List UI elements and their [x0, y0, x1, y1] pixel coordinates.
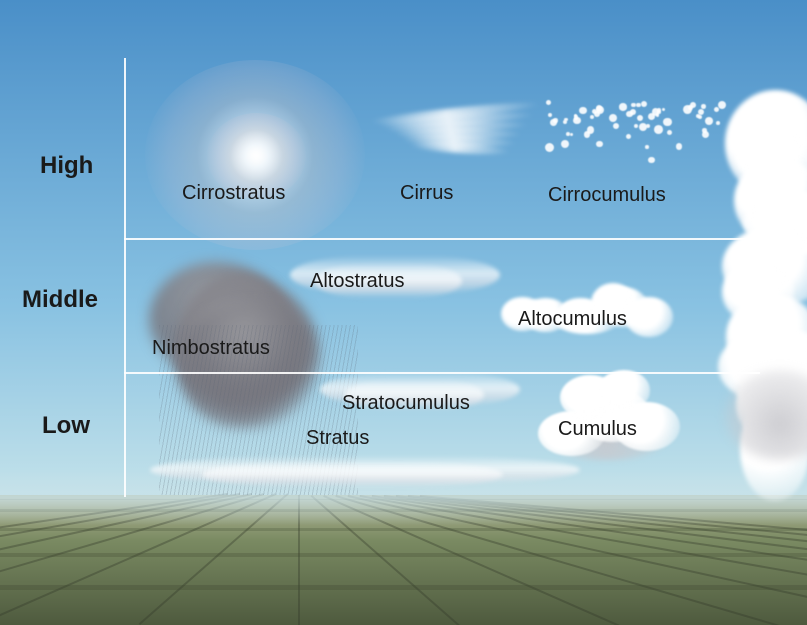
tier-label-middle: Middle	[22, 286, 98, 314]
cloud-label-nimbostratus: Nimbostratus	[152, 337, 270, 360]
axis-vertical	[124, 58, 126, 497]
cloud-label-altostratus: Altostratus	[310, 270, 404, 293]
cloud-label-altocumulus: Altocumulus	[518, 308, 627, 331]
tier-label-low: Low	[42, 412, 90, 440]
tier-label-high: High	[40, 152, 93, 180]
cloud-label-stratocumulus: Stratocumulus	[342, 392, 470, 415]
cloud-types-diagram: High Middle Low Cirrostratus Cirrus Cirrocumu…	[0, 0, 807, 625]
axis-divider-middle-low	[124, 372, 760, 374]
cloud-label-cirrostratus: Cirrostratus	[182, 182, 285, 205]
cloud-label-cumulus: Cumulus	[558, 418, 637, 441]
sky	[0, 0, 807, 495]
axis-divider-high-middle	[124, 238, 760, 240]
cloud-label-cirrus: Cirrus	[400, 182, 453, 205]
cloud-label-stratus: Stratus	[306, 427, 369, 450]
cloud-label-cirrocumulus: Cirrocumulus	[548, 184, 666, 207]
